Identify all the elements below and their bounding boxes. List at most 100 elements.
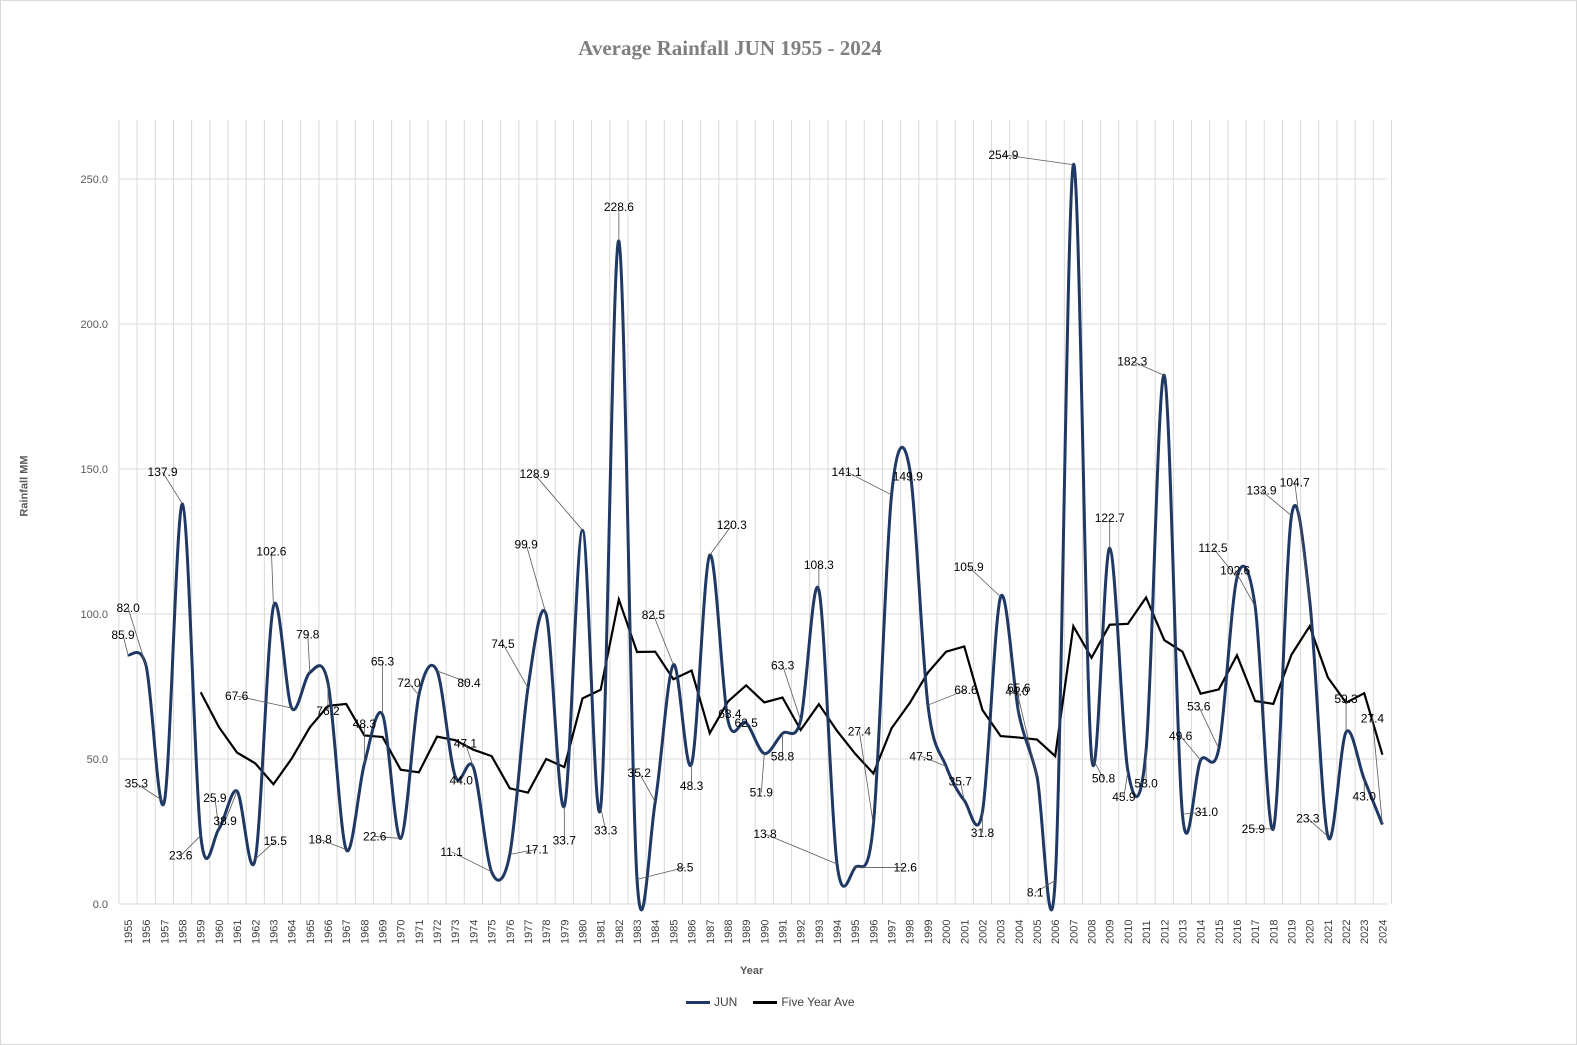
x-tick-label: 1961: [232, 920, 244, 944]
data-label: 8.5: [677, 860, 694, 874]
x-tick-label: 2012: [1159, 920, 1171, 944]
x-tick-label: 1995: [850, 920, 862, 944]
x-tick-label: 1978: [541, 920, 553, 944]
data-label: 43.0: [1353, 789, 1377, 803]
x-tick-label: 1956: [141, 920, 153, 944]
data-label-leader: [1261, 490, 1292, 516]
data-label-leader: [224, 791, 238, 822]
legend: JUN Five Year Ave: [686, 995, 855, 1009]
data-label: 102.6: [256, 544, 286, 558]
x-tick-label: 1971: [414, 920, 426, 944]
data-label: 38.9: [213, 814, 237, 828]
y-tick-label: 0.0: [93, 899, 108, 911]
data-label: 76.2: [316, 704, 340, 718]
data-label: 63.4: [718, 707, 742, 721]
data-label-leader: [1034, 880, 1056, 893]
data-label-leader: [1307, 818, 1329, 837]
data-label-leader: [968, 566, 1001, 598]
data-label: 102.6: [1220, 563, 1250, 577]
x-tick-label: 2010: [1123, 920, 1135, 944]
x-tick-label: 2015: [1214, 920, 1226, 944]
data-label-leader: [653, 614, 674, 665]
data-label-leader: [1016, 691, 1038, 777]
x-tick-label: 1992: [796, 920, 808, 944]
x-tick-label: 1965: [305, 920, 317, 944]
x-tick-label: 2009: [1105, 920, 1117, 944]
x-tick-labels: 1955 1956 1957 1958 1959 1960 1961 1962 1963 1964…: [123, 920, 1389, 944]
x-tick-label: 1998: [905, 920, 917, 944]
series-five-year-ave-line: [199, 595, 1384, 794]
data-label-leader: [214, 797, 220, 829]
data-label-leader: [534, 473, 583, 531]
x-tick-label: 1974: [468, 920, 480, 944]
x-tick-label: 1969: [378, 920, 390, 944]
data-label-leader: [636, 866, 686, 880]
data-label: 49.6: [1169, 729, 1193, 743]
data-label: 82.0: [117, 601, 141, 615]
data-label: 44.0: [1005, 684, 1029, 698]
data-label: 104.7: [1280, 475, 1310, 489]
data-label-leader: [465, 743, 474, 768]
legend-swatch-five-year-ave: [753, 1000, 778, 1004]
x-tick-label: 2018: [1268, 920, 1280, 944]
data-label-leader: [374, 836, 401, 839]
data-label: 65.3: [371, 655, 395, 669]
data-label: 45.9: [1112, 790, 1136, 804]
x-tick-label: 2005: [1032, 920, 1044, 944]
data-label: 44.0: [450, 773, 474, 787]
data-labels: 85.9 82.0 35.3 137.9 23.6 25.9 38.9 15.5 102.6 67…: [111, 148, 1384, 900]
legend-item-jun[interactable]: JUN: [686, 995, 737, 1009]
data-label: 105.9: [954, 560, 984, 574]
data-label: 68.6: [954, 683, 978, 697]
data-label: 141.1: [832, 465, 862, 479]
y-tick-labels: 0.0 50.0 100.0 150.0 200.0 250.0: [80, 174, 108, 911]
data-label-leader: [451, 851, 492, 873]
x-tick-label: 2017: [1250, 920, 1262, 944]
data-label-leader: [858, 731, 874, 825]
x-tick-label: 1977: [523, 920, 535, 944]
data-label: 15.5: [264, 834, 288, 848]
x-tick-label: 2007: [1068, 920, 1080, 944]
x-tick-label: 1996: [868, 920, 880, 944]
x-tick-label: 1959: [196, 920, 208, 944]
data-label: 27.4: [848, 725, 872, 739]
data-label: 112.5: [1198, 541, 1227, 555]
data-label-leader: [408, 682, 420, 696]
y-tick-label: 100.0: [80, 609, 108, 621]
x-tick-label: 1990: [759, 920, 771, 944]
data-label: 33.3: [594, 823, 618, 837]
data-label: 63.3: [771, 658, 795, 672]
x-tick-label: 1980: [578, 920, 590, 944]
legend-item-five-year-ave[interactable]: Five Year Ave: [753, 995, 855, 1009]
x-tick-label: 1989: [741, 920, 753, 944]
data-label: 47.5: [909, 749, 933, 763]
x-tick-label: 2024: [1377, 920, 1389, 944]
x-tick-label: 2003: [996, 920, 1008, 944]
x-tick-label: 1962: [250, 920, 262, 944]
x-tick-label: 1966: [323, 920, 335, 944]
data-label: 35.7: [949, 774, 973, 788]
data-label: 27.4: [1361, 712, 1385, 726]
x-tick-label: 2008: [1087, 920, 1099, 944]
x-tick-label: 1987: [705, 920, 717, 944]
data-label-leader: [1180, 735, 1201, 761]
data-label: 51.9: [750, 785, 774, 799]
x-tick-label: 2014: [1196, 920, 1208, 944]
data-label: 99.9: [514, 537, 538, 551]
data-label-leader: [307, 634, 311, 673]
x-axis-label: Year: [740, 965, 764, 977]
data-label: 82.5: [642, 608, 666, 622]
data-label: 25.9: [1242, 822, 1266, 836]
legend-label-five-year-ave: Five Year Ave: [781, 995, 855, 1009]
legend-label-jun: JUN: [714, 995, 738, 1009]
data-label-leader: [1372, 718, 1383, 825]
data-label: 47.1: [454, 736, 478, 750]
x-tick-label: 1968: [359, 920, 371, 944]
x-tick-label: 2021: [1323, 920, 1335, 944]
data-label-leader: [927, 689, 967, 706]
data-label: 23.6: [169, 849, 193, 863]
data-label-leader: [502, 643, 529, 689]
data-label-leader: [709, 524, 733, 556]
x-tick-label: 1955: [123, 920, 135, 944]
data-label-leader: [320, 839, 347, 850]
